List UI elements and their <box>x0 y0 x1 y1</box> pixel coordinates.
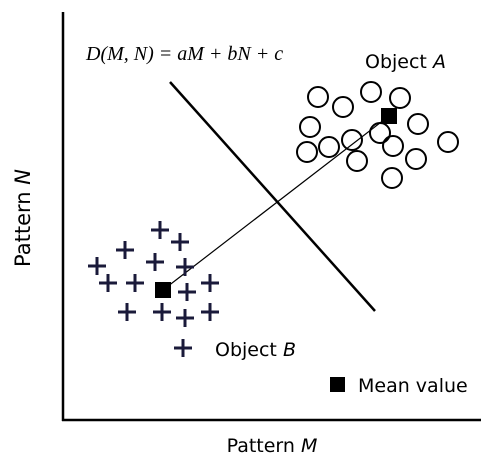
sample-plus <box>116 241 134 259</box>
sample-plus <box>201 274 219 292</box>
sample-circle <box>382 135 404 157</box>
sample-circle <box>307 86 329 108</box>
mean-a <box>381 108 397 124</box>
sample-plus <box>176 309 194 327</box>
sample-circle <box>296 141 318 163</box>
sample-circle <box>405 148 427 170</box>
sample-circle <box>389 87 411 109</box>
mean-b <box>155 282 171 298</box>
sample-circle <box>437 131 459 153</box>
equation: D(M, N) = aM + bN + c <box>85 43 283 65</box>
sample-plus <box>153 303 171 321</box>
sample-plus <box>99 274 117 292</box>
sample-plus <box>174 339 192 357</box>
sample-plus <box>151 221 169 239</box>
label-word: Pattern <box>227 435 295 457</box>
y-axis-label: Pattern N <box>11 169 35 267</box>
sample-plus <box>88 257 106 275</box>
sample-circle <box>360 81 382 103</box>
sample-circle <box>318 136 340 158</box>
legend-swatch <box>330 377 345 392</box>
sample-circle <box>369 122 391 144</box>
sample-circle <box>341 129 363 151</box>
object-b-samples <box>88 221 219 357</box>
sample-circle <box>346 150 368 172</box>
sample-plus <box>176 258 194 276</box>
label-word: Pattern <box>11 191 35 267</box>
sample-circle <box>299 116 321 138</box>
decision-line <box>169 81 376 312</box>
object-a-label: Object A <box>365 51 446 73</box>
legend-label: Mean value <box>358 375 468 397</box>
label-word: Object <box>215 339 277 361</box>
sample-plus <box>178 283 196 301</box>
sample-plus <box>171 233 189 251</box>
label-letter: B <box>283 339 296 361</box>
object-b-label: Object B <box>215 339 296 361</box>
object-a-samples <box>296 81 459 189</box>
sample-circle <box>332 96 354 118</box>
sample-circle <box>407 113 429 135</box>
sample-plus <box>126 274 144 292</box>
sample-circle <box>381 167 403 189</box>
label-word: Object <box>365 51 427 73</box>
x-axis-label: Pattern M <box>227 435 318 457</box>
label-letter: A <box>431 51 446 73</box>
label-letter: N <box>11 169 35 185</box>
sample-plus <box>118 303 136 321</box>
sample-plus <box>201 303 219 321</box>
mean-connector <box>162 115 390 291</box>
label-letter: M <box>301 435 317 457</box>
sample-plus <box>146 253 164 271</box>
